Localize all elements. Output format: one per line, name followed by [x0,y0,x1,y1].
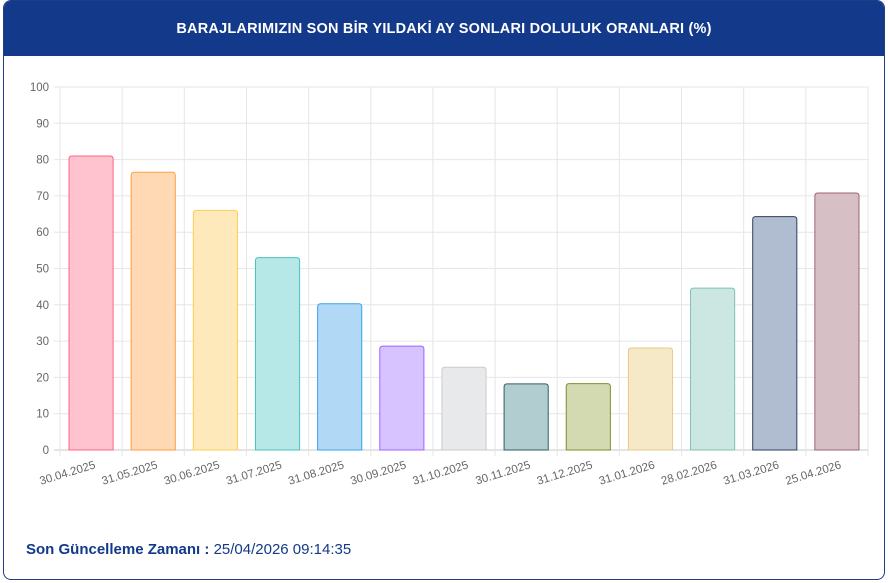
y-tick-label: 20 [36,372,49,384]
x-tick-label: 30.04.2025 [38,459,97,487]
y-tick-label: 0 [43,445,49,457]
y-tick-label: 80 [36,155,49,167]
y-tick-label: 60 [36,227,49,239]
y-tick-label: 10 [36,409,49,421]
y-tick-label: 100 [30,82,49,94]
y-tick-label: 50 [36,264,49,276]
x-tick-label: 31.01.2026 [598,459,657,487]
bar [379,345,425,451]
x-tick-label: 28.02.2026 [660,459,719,487]
bar [254,257,301,451]
x-tick-label: 31.10.2025 [411,459,470,487]
y-tick-label: 90 [36,118,49,130]
bar [192,209,238,451]
x-tick-label: 31.12.2025 [536,459,595,487]
y-tick-label: 40 [36,300,49,312]
bar [441,366,487,451]
x-tick-label: 31.07.2025 [225,459,284,487]
bar [503,383,549,451]
bar [690,287,736,451]
bar [130,171,176,451]
x-tick-label: 31.08.2025 [287,459,346,487]
x-tick-label: 31.03.2026 [722,459,781,487]
bar [814,192,860,451]
last-update: Son Güncelleme Zamanı : 25/04/2026 09:14… [26,541,351,558]
bar [68,155,114,451]
x-tick-label: 30.06.2025 [163,459,222,487]
x-tick-label: 30.09.2025 [349,459,408,487]
bar [752,216,798,451]
y-tick-label: 70 [36,191,49,203]
bar-chart: 0 10 20 30 40 50 60 70 80 90 100 30.04.2025 31.05.20… [30,82,869,488]
bar [317,303,363,451]
y-tick-label: 30 [36,336,49,348]
x-tick-label: 31.05.2025 [101,459,160,487]
chart-card: BARAJLARIMIZIN SON BİR YILDAKİ AY SONLAR… [3,0,885,580]
chart-title: BARAJLARIMIZIN SON BİR YILDAKİ AY SONLAR… [4,1,884,56]
x-tick-label: 25.04.2026 [784,459,843,487]
bar [565,383,611,451]
last-update-value: 25/04/2026 09:14:35 [213,541,352,558]
x-tick-label: 30.11.2025 [474,459,532,487]
bar [627,347,674,451]
last-update-label: Son Güncelleme Zamanı : [26,541,210,558]
